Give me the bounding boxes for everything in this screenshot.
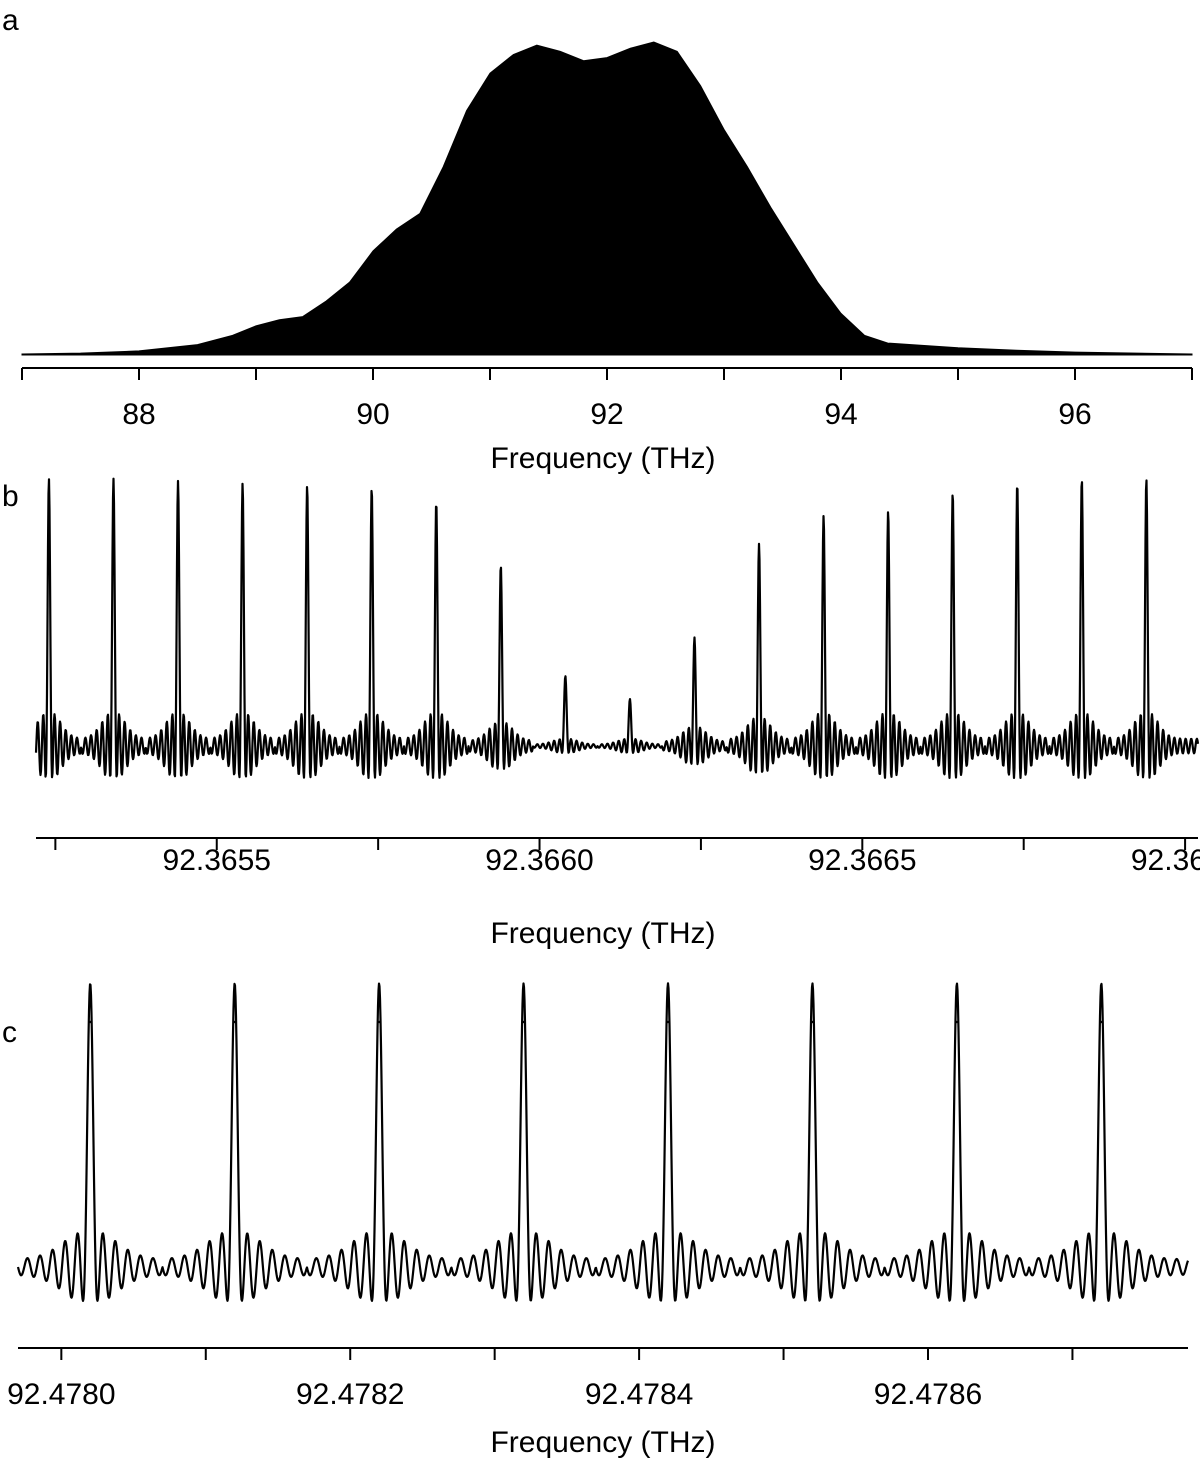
- comb-peak-b: [1080, 513, 1084, 517]
- x-tick-label-b: 92.3670: [1131, 844, 1200, 877]
- comb-peak-c: [522, 1020, 525, 1024]
- comb-peak-b: [112, 513, 115, 517]
- comb-peak-b: [241, 518, 244, 521]
- comb-peak-b: [757, 573, 761, 577]
- comb-peak-c: [811, 1020, 814, 1024]
- comb-peak-b: [886, 546, 890, 549]
- comb-peak-b: [693, 657, 696, 660]
- panel-label-a: a: [2, 4, 19, 37]
- comb-peak-c: [666, 1020, 670, 1024]
- x-axis-label-b: Frequency (THz): [490, 917, 715, 950]
- comb-peak-b: [951, 527, 954, 531]
- comb-peak-b: [1016, 518, 1019, 521]
- x-axis-label-a: Frequency (THz): [490, 442, 715, 475]
- comb-peak-c: [955, 1020, 959, 1024]
- x-tick-label-a: 94: [824, 398, 857, 431]
- x-tick-label-c: 92.4786: [874, 1378, 982, 1411]
- spectrum-envelope-area: [21, 41, 1193, 356]
- panel-a: a 88 90 92 94 96 Frequency (THz): [2, 4, 1193, 475]
- comb-peak-c: [89, 1020, 92, 1024]
- comb-trace-b: [34, 477, 1200, 779]
- x-tick-label-c: 92.4782: [296, 1378, 404, 1411]
- comb-peaks-c: [89, 1020, 1103, 1024]
- x-ticks-c: 92.4780 92.4782 92.4784 92.4786: [7, 1348, 1074, 1411]
- comb-peak-b: [435, 536, 438, 540]
- comb-peak-b: [564, 682, 567, 685]
- comb-peaks-b: [47, 513, 1148, 708]
- comb-peak-c: [377, 1020, 381, 1024]
- comb-peak-b: [628, 705, 632, 708]
- comb-peak-b: [47, 513, 51, 517]
- comb-peak-b: [305, 520, 309, 524]
- comb-peak-b: [1145, 513, 1148, 517]
- x-axis-label-c: Frequency (THz): [490, 1426, 715, 1459]
- comb-trace-c: [16, 982, 1190, 1302]
- x-tick-label-a: 92: [590, 398, 623, 431]
- panel-label-c: c: [2, 1016, 17, 1049]
- comb-peak-c: [233, 1020, 236, 1024]
- x-tick-label-b: 92.3660: [485, 844, 593, 877]
- x-tick-label-c: 92.4784: [585, 1378, 693, 1411]
- panel-label-b: b: [2, 480, 19, 513]
- x-tick-label-b: 92.3655: [163, 844, 271, 877]
- comb-peak-b: [499, 590, 502, 593]
- comb-peak-b: [176, 516, 180, 519]
- panel-b: b 92.3655 92.3660 92.3665 92.3670 Frequency…: [2, 477, 1200, 950]
- x-tick-label-a: 96: [1058, 398, 1091, 431]
- x-ticks-a: 88 90 92 94 96: [21, 368, 1193, 431]
- x-tick-label-c: 92.4780: [7, 1378, 115, 1411]
- comb-peak-b: [370, 523, 373, 526]
- x-tick-label-a: 90: [356, 398, 389, 431]
- x-tick-label-a: 88: [122, 398, 155, 431]
- x-ticks-b: 92.3655 92.3660 92.3665 92.3670: [54, 838, 1200, 877]
- comb-peak-c: [1100, 1020, 1103, 1024]
- panel-c: c 92.4780 92.4782 92.4784 92.4786 Frequency…: [2, 982, 1190, 1459]
- comb-peak-b: [822, 550, 825, 554]
- x-tick-label-b: 92.3665: [808, 844, 916, 877]
